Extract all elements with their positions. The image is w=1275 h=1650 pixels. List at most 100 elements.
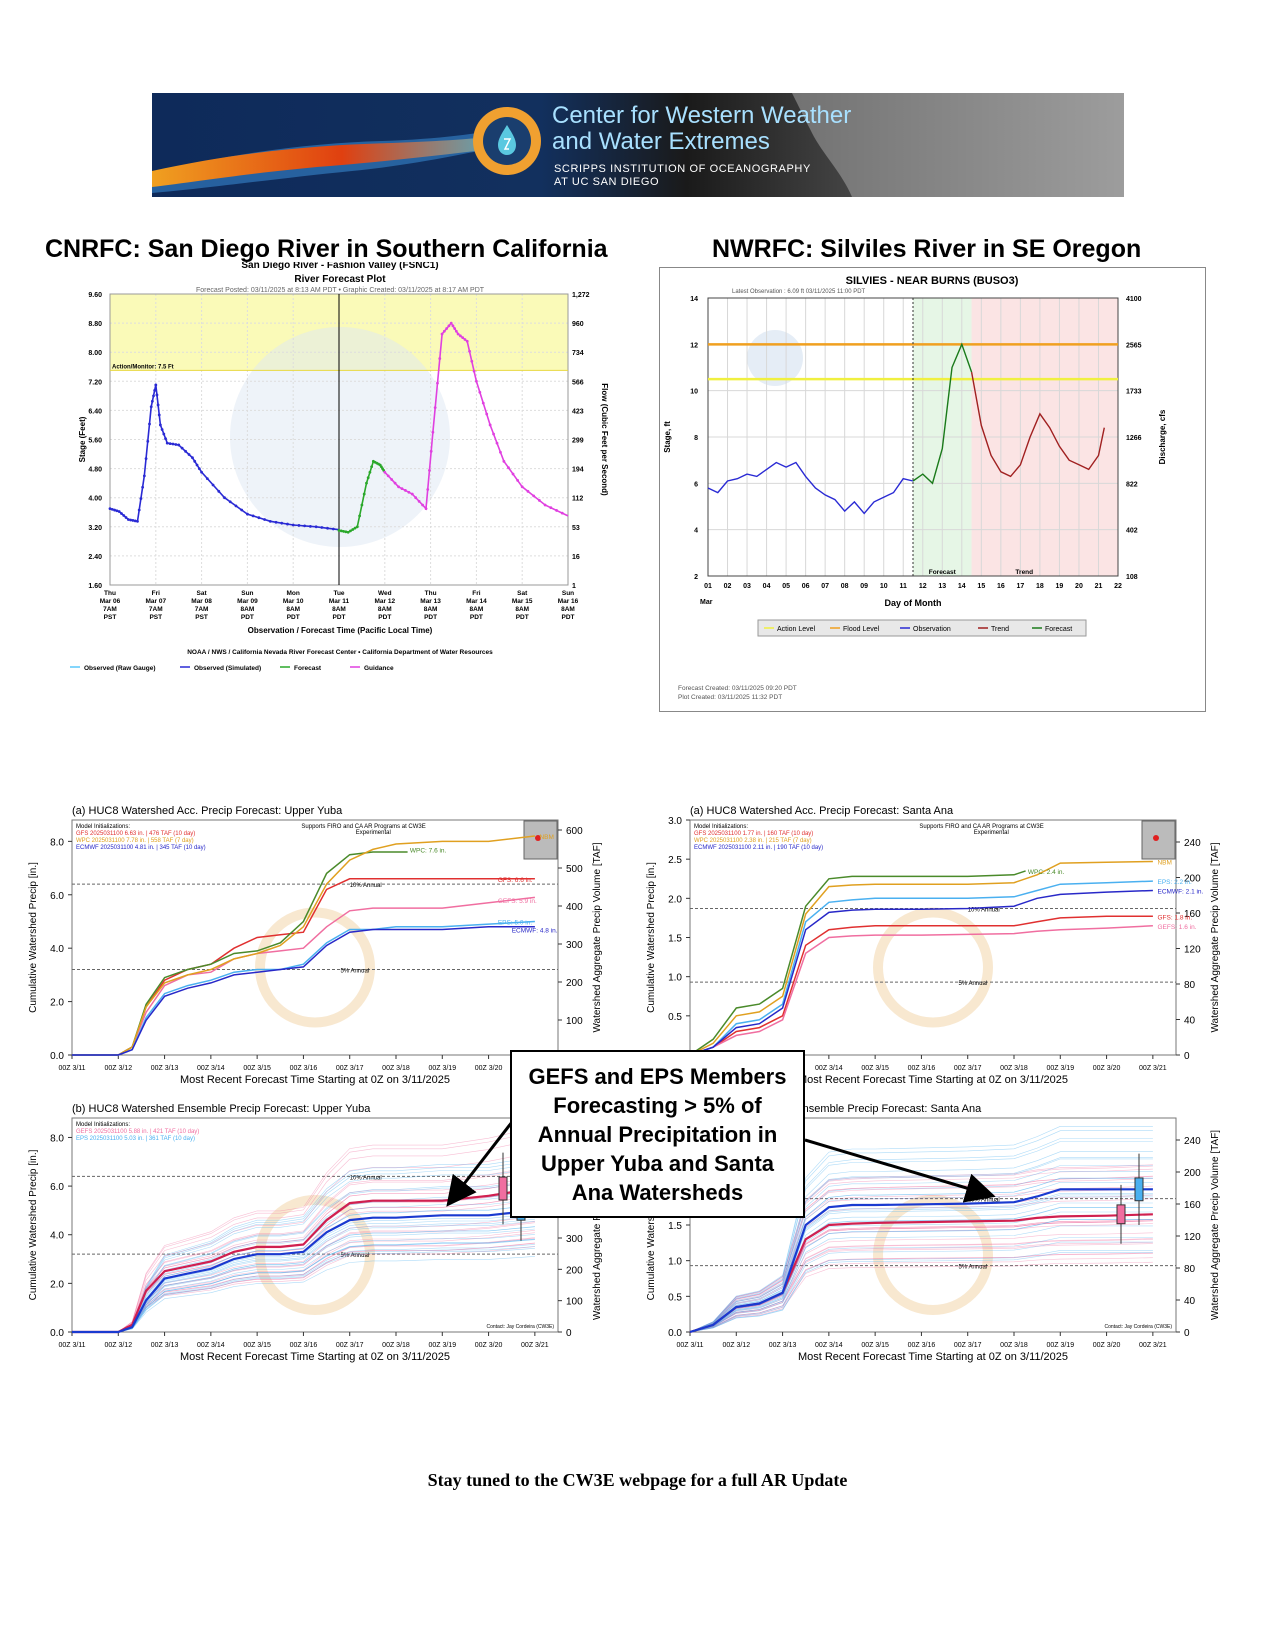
data-point bbox=[463, 338, 467, 341]
init-line: GFS 2025031100 1.77 in. | 160 TAF (10 da… bbox=[694, 831, 813, 837]
y-tick-label: 4.00 bbox=[88, 496, 102, 503]
x-tick-label: Mar 12 bbox=[374, 598, 395, 605]
annual-label: 5% Annual bbox=[340, 1253, 369, 1259]
ensemble-member bbox=[689, 1252, 1153, 1333]
y-axis-label: Cumulative Watershed Precip [in.] bbox=[28, 862, 39, 1013]
series-nbm bbox=[72, 835, 535, 1056]
ensemble-member bbox=[689, 1211, 1153, 1333]
ensemble-member bbox=[689, 1220, 1153, 1333]
x-tick-label: 00Z 3/18 bbox=[1000, 1342, 1028, 1349]
inset-map-marker bbox=[535, 835, 541, 841]
data-point bbox=[429, 449, 433, 453]
x-tick-label: 8AM bbox=[378, 606, 392, 613]
legend-label: Forecast bbox=[294, 665, 322, 672]
y-tick-label: 2.0 bbox=[50, 998, 64, 1009]
chart-subtitle: River Forecast Plot bbox=[294, 274, 386, 285]
data-point bbox=[426, 488, 430, 491]
band-label: Trend bbox=[1015, 569, 1033, 576]
x-tick-label: 05 bbox=[782, 583, 790, 590]
y2-tick-label: 500 bbox=[566, 864, 583, 875]
supports-note: Supports FIRO and CA AR Programs at CW3E bbox=[919, 824, 1043, 830]
x-tick-label: Thu bbox=[425, 590, 437, 597]
y2-tick-label: 240 bbox=[1184, 1136, 1201, 1147]
x-tick-label: PDT bbox=[287, 614, 300, 621]
data-point bbox=[488, 423, 492, 427]
y-tick-label: 14 bbox=[690, 296, 698, 303]
x-tick-label: 00Z 3/18 bbox=[382, 1342, 410, 1349]
x-axis-label: Most Recent Forecast Time Starting at 0Z… bbox=[180, 1074, 450, 1086]
y-tick-label: 3.20 bbox=[88, 525, 102, 532]
x-tick-label: PDT bbox=[424, 614, 437, 621]
y2-tick-label: 1266 bbox=[1126, 435, 1142, 442]
series-observation bbox=[707, 461, 914, 515]
x-tick-label: Mar 10 bbox=[283, 598, 304, 605]
ensemble-member bbox=[689, 1207, 1153, 1333]
banner-sub-1: SCRIPPS INSTITUTION OF OCEANOGRAPHY bbox=[554, 163, 811, 175]
data-point bbox=[431, 430, 435, 434]
data-point bbox=[137, 508, 141, 512]
x-tick-label: 00Z 3/16 bbox=[290, 1342, 318, 1349]
ensemble-member bbox=[72, 1166, 535, 1333]
ensemble-member bbox=[72, 1248, 535, 1333]
annual-label: 10% Annual bbox=[350, 1175, 382, 1181]
ensemble-member bbox=[689, 1225, 1153, 1333]
y2-tick-label: 300 bbox=[566, 940, 583, 951]
x-tick-label: 00Z 3/18 bbox=[382, 1065, 410, 1072]
y-tick-label: 6.40 bbox=[88, 408, 102, 415]
ensemble-member bbox=[689, 1207, 1153, 1333]
x-tick-label: PST bbox=[149, 614, 162, 621]
data-point bbox=[478, 390, 482, 394]
end-label: WPC: 7.6 in. bbox=[410, 847, 447, 854]
y2-tick-label: 600 bbox=[566, 826, 583, 837]
x-tick-label: Mar 14 bbox=[466, 598, 487, 605]
data-point bbox=[397, 485, 400, 489]
data-point bbox=[148, 422, 151, 426]
x-tick-label: 00Z 3/16 bbox=[908, 1065, 936, 1072]
y2-axis-label: Watershed Aggregate Precip Volume [TAF] bbox=[1210, 842, 1221, 1032]
data-point bbox=[351, 528, 355, 531]
x-tick-label: 8AM bbox=[470, 606, 484, 613]
y-tick-label: 5.60 bbox=[88, 438, 102, 445]
data-point bbox=[358, 514, 362, 518]
ensemble-member bbox=[689, 1219, 1153, 1333]
x-tick-label: 00Z 3/15 bbox=[861, 1342, 889, 1349]
y-tick-label: 7.20 bbox=[88, 379, 102, 386]
x-tick-label: Mar 11 bbox=[329, 598, 350, 605]
ensemble-member bbox=[72, 1139, 535, 1333]
cw3e-watermark-icon bbox=[255, 907, 375, 1028]
x-tick-label: PDT bbox=[470, 614, 483, 621]
ensemble-member bbox=[689, 1257, 1153, 1333]
data-point bbox=[368, 470, 372, 474]
x-axis-label: Observation / Forecast Time (Pacific Loc… bbox=[248, 626, 433, 635]
y-tick-label: 0.5 bbox=[668, 1292, 682, 1303]
x-tick-label: 7AM bbox=[149, 606, 163, 613]
ensemble-member bbox=[72, 1246, 535, 1333]
footer-note: Stay tuned to the CW3E webpage for a ful… bbox=[427, 1470, 848, 1490]
santa-det-chart: (a) HUC8 Watershed Acc. Precip Forecast:… bbox=[636, 800, 1256, 1100]
y2-tick-label: 160 bbox=[1184, 909, 1201, 920]
y2-tick-label: 100 bbox=[566, 1297, 583, 1308]
x-tick-label: 8AM bbox=[286, 606, 300, 613]
x-tick-label: Sun bbox=[241, 590, 253, 597]
x-tick-label: 00Z 3/17 bbox=[954, 1065, 982, 1072]
legend-box bbox=[757, 619, 1087, 637]
y2-tick-label: 160 bbox=[1184, 1200, 1201, 1211]
data-point bbox=[251, 514, 255, 518]
x-tick-label: 00Z 3/20 bbox=[1093, 1342, 1121, 1349]
ensemble-member bbox=[689, 1237, 1153, 1333]
ensemble-member bbox=[689, 1219, 1153, 1333]
x-tick-label: 00Z 3/18 bbox=[1000, 1065, 1028, 1072]
data-point bbox=[386, 474, 390, 478]
x-tick-label: 14 bbox=[958, 583, 966, 590]
experimental-note: Experimental bbox=[974, 830, 1009, 836]
series-ecmwf bbox=[72, 926, 535, 1056]
banner-title-2: and Water Extremes bbox=[552, 128, 770, 155]
x-axis-label: Most Recent Forecast Time Starting at 0Z… bbox=[798, 1351, 1068, 1363]
data-point bbox=[153, 388, 157, 392]
y2-tick-label: 16 bbox=[572, 554, 580, 561]
ensemble-member bbox=[72, 1256, 535, 1333]
x-tick-label: Wed bbox=[378, 590, 392, 597]
x-tick-label: 17 bbox=[1016, 583, 1024, 590]
chart-credit: Contact: Jay Cordeira (CW3E) bbox=[1104, 1324, 1172, 1330]
x-tick-label: Tue bbox=[333, 590, 344, 597]
